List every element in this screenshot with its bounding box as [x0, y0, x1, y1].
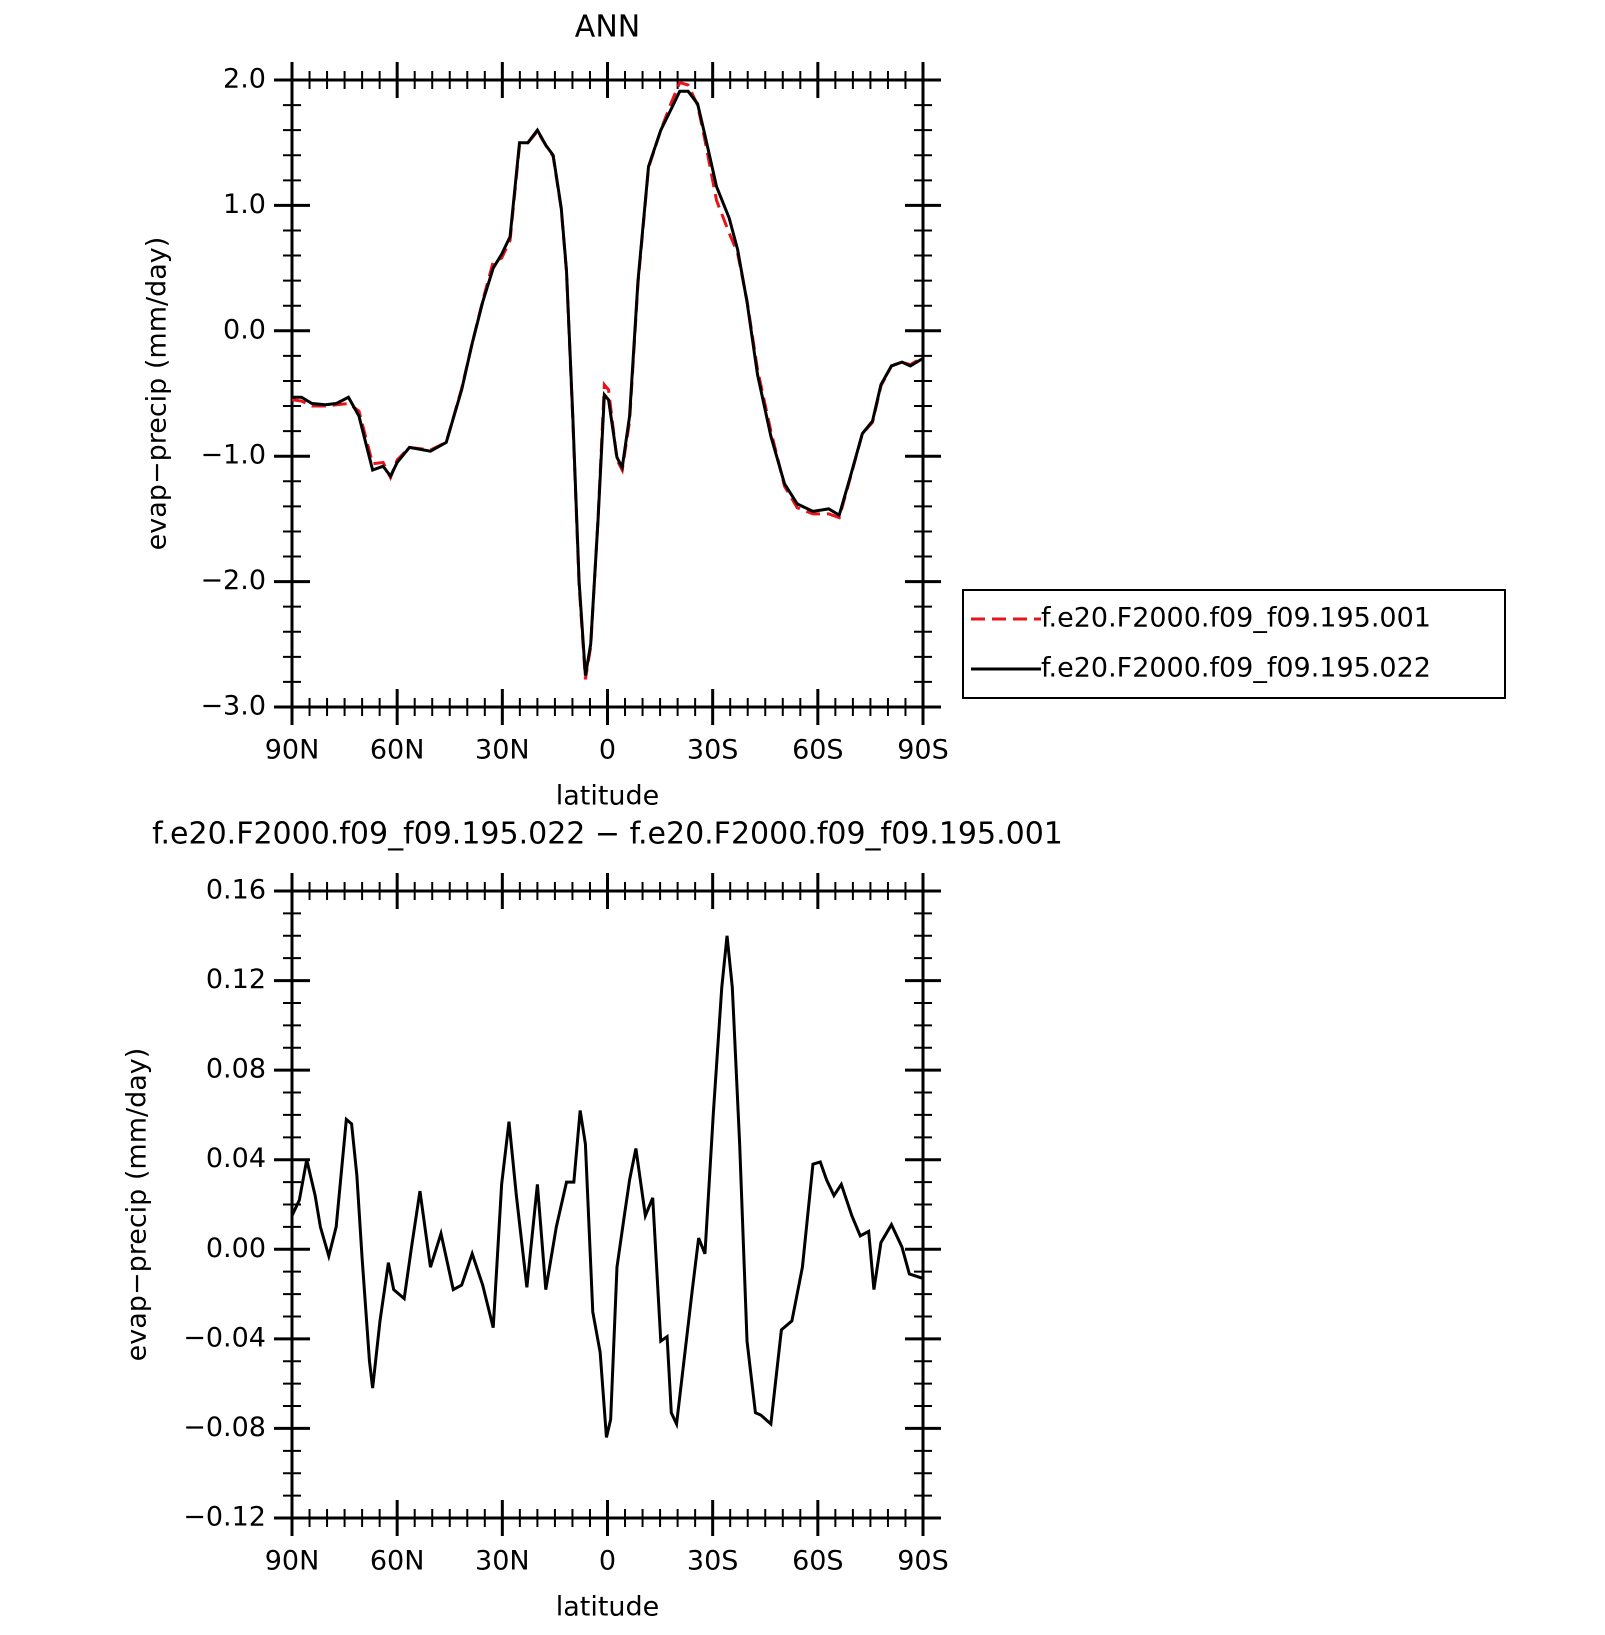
x-tick-label: 90S: [897, 1546, 949, 1577]
y-axis-label: evap−precip (mm/day): [142, 237, 173, 551]
x-tick-label: 30N: [475, 1546, 530, 1577]
y-tick-label: 0.04: [206, 1143, 266, 1174]
plot-frame: [290, 889, 925, 1520]
x-tick-label: 30N: [475, 735, 530, 766]
x-axis-label: latitude: [556, 781, 660, 812]
x-tick-label: 30S: [687, 735, 739, 766]
y-tick-label: 1.0: [223, 189, 266, 220]
y-tick-label: 2.0: [223, 64, 266, 95]
x-tick-label: 90N: [265, 735, 320, 766]
y-tick-label: −3.0: [200, 691, 266, 722]
y-tick-label: 0.00: [206, 1233, 266, 1264]
x-axis-label: latitude: [556, 1592, 660, 1623]
plot-frame: [290, 78, 925, 709]
data-line: [290, 935, 924, 1438]
chart-title: ANN: [575, 10, 640, 45]
y-tick-label: −0.04: [183, 1322, 266, 1353]
y-tick-label: 0.0: [223, 314, 266, 345]
x-tick-label: 60S: [792, 735, 844, 766]
y-tick-label: 0.16: [206, 875, 266, 906]
x-tick-label: 90S: [897, 735, 949, 766]
legend-label: f.e20.F2000.f09_f09.195.001: [1041, 603, 1431, 634]
legend-label: f.e20.F2000.f09_f09.195.022: [1041, 653, 1431, 684]
legend-box: [962, 589, 1506, 699]
y-tick-label: 0.12: [206, 964, 266, 995]
y-axis-label: evap−precip (mm/day): [122, 1048, 153, 1362]
data-line: [291, 80, 924, 680]
y-tick-label: −0.12: [183, 1502, 266, 1533]
y-tick-label: −1.0: [200, 440, 266, 471]
x-tick-label: 60N: [370, 735, 425, 766]
x-tick-label: 30S: [687, 1546, 739, 1577]
x-tick-label: 60S: [792, 1546, 844, 1577]
x-tick-label: 0: [599, 1546, 616, 1577]
x-tick-label: 90N: [265, 1546, 320, 1577]
y-tick-label: 0.08: [206, 1054, 266, 1085]
y-tick-label: −0.08: [183, 1412, 266, 1443]
x-tick-label: 60N: [370, 1546, 425, 1577]
chart-title: f.e20.F2000.f09_f09.195.022 − f.e20.F200…: [152, 817, 1063, 852]
data-line: [292, 89, 924, 676]
y-tick-label: −2.0: [200, 565, 266, 596]
x-tick-label: 0: [599, 735, 616, 766]
